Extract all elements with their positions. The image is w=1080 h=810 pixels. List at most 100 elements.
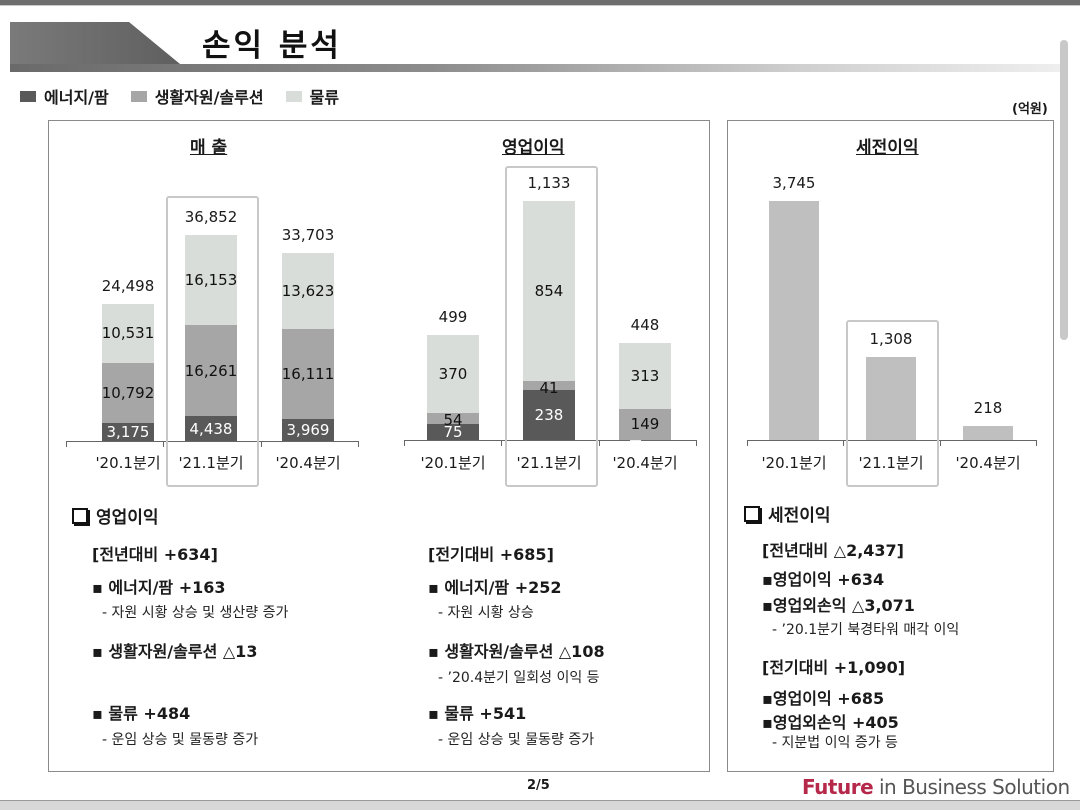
total-label: 448 (630, 315, 660, 334)
category-label: '20.4분기 (612, 454, 678, 472)
op-section-title: 영업이익 (72, 503, 159, 528)
segment-label: 13,623 (281, 281, 335, 300)
brand-highlight: Future (802, 775, 874, 799)
segment-label: 313 (630, 366, 660, 385)
pt-yoy-item2: ▪영업외손익 △3,071 (762, 596, 915, 615)
segment-label: 854 (534, 282, 564, 301)
vertical-scrollbar[interactable] (1060, 40, 1068, 340)
bar-segment (185, 416, 237, 441)
bar-segment (102, 304, 154, 363)
category-label: '20.4분기 (955, 454, 1021, 472)
total-label: 499 (438, 307, 468, 326)
legend-label-logistics: 물류 (309, 88, 340, 107)
x-axis-tick (358, 441, 359, 447)
bar-segment (523, 389, 575, 440)
category-label: '20.1분기 (420, 454, 486, 472)
x-axis-tick (939, 440, 941, 446)
x-axis (747, 440, 1036, 441)
total-label: 33,703 (281, 225, 335, 244)
bar-segment (282, 418, 334, 441)
op-section-title-text: 영업이익 (96, 508, 159, 528)
chart-legend: 에너지/팜 생활자원/솔루션 물류 (20, 84, 361, 108)
qoq-item-energy-text: 에너지/팜 +252 (444, 578, 562, 597)
segment-label: 16,261 (184, 361, 238, 380)
yoy-item-resources-text: 생활자원/솔루션 △13 (108, 642, 258, 661)
bar-segment (619, 342, 671, 409)
yoy-item-energy: ▪ 에너지/팜 +163 (92, 578, 226, 597)
x-axis-tick (696, 440, 697, 446)
chart-title: 세전이익 (856, 138, 919, 158)
qoq-note-logistics-text: 운임 상승 및 물동량 증가 (447, 732, 595, 748)
x-axis-tick (404, 440, 405, 446)
window-top-frame (0, 0, 1080, 5)
highlight-box (166, 196, 259, 487)
bar (866, 356, 916, 440)
bar-segment (619, 408, 671, 440)
qoq-note-logistics: - 운임 상승 및 물동량 증가 (438, 732, 595, 748)
bar-segment (282, 252, 334, 329)
x-axis-tick (260, 441, 262, 447)
x-axis-tick (66, 441, 67, 447)
qoq-note-energy-text: 자원 시황 상승 (447, 605, 534, 621)
title-underline-gradient (10, 64, 1060, 72)
yoy-item-energy-text: 에너지/팜 +163 (108, 578, 226, 597)
operating-panel (48, 120, 710, 772)
segment-label: 75 (443, 423, 463, 442)
x-axis-tick (598, 440, 600, 446)
legend-item-resources: 생활자원/솔루션 (130, 84, 264, 108)
qoq-item-resources: ▪ 생활자원/솔루션 △108 (428, 642, 605, 661)
bar-segment (523, 381, 575, 390)
window-bottom-frame (0, 800, 1080, 810)
total-label: 36,852 (184, 208, 238, 226)
segment-label: 4,438 (189, 419, 233, 438)
pt-yoy-item1-text: 영업이익 +634 (772, 570, 885, 589)
segment-label: 10,792 (101, 384, 155, 403)
page-title: 손익 분석 (202, 28, 342, 64)
highlight-box (846, 320, 939, 487)
window-top-frame-line (0, 5, 1080, 6)
yoy-note-logistics: - 운임 상승 및 물동량 증가 (102, 732, 259, 748)
pt-qoq-item2-text: 영업외손익 +405 (772, 713, 899, 732)
bar-segment (185, 235, 237, 326)
pt-yoy-item2-text: 영업외손익 △3,071 (772, 596, 915, 615)
checkbox-icon (744, 506, 760, 522)
pt-qoq-note-text: 지분법 이익 증가 등 (781, 735, 898, 751)
category-label: '21.1분기 (516, 454, 582, 472)
total-label: 1,133 (527, 174, 571, 192)
category-label: '21.1분기 (178, 454, 244, 472)
segment-label: 238 (534, 405, 564, 424)
pt-section-title: 세전이익 (744, 501, 831, 526)
yoy-note-logistics-text: 운임 상승 및 물동량 증가 (111, 732, 259, 748)
qoq-item-energy: ▪ 에너지/팜 +252 (428, 578, 562, 597)
x-axis-tick (747, 440, 748, 446)
qoq-item-resources-text: 생활자원/솔루션 △108 (444, 642, 605, 661)
category-label: '20.4분기 (275, 454, 341, 472)
qoq-note-resources-text: ’20.4분기 일회성 이익 등 (447, 670, 600, 686)
title-accent-band (10, 22, 180, 64)
value-label: 3,745 (772, 174, 816, 192)
x-axis-tick (163, 441, 165, 447)
value-label: 1,308 (869, 329, 913, 348)
total-label: 24,498 (101, 277, 155, 296)
bar-segment (102, 423, 154, 441)
pt-yoy-item1: ▪영업이익 +634 (762, 570, 885, 589)
bar-segment (523, 201, 575, 382)
pt-qoq-header: [전기대비 +1,090] (762, 658, 906, 677)
legend-item-energy: 에너지/팜 (20, 84, 109, 108)
qoq-item-logistics-text: 물류 +541 (444, 704, 527, 723)
pt-qoq-note: - 지분법 이익 증가 등 (772, 735, 898, 751)
yoy-item-logistics-text: 물류 +484 (108, 704, 191, 723)
pt-qoq-item2: ▪영업외손익 +405 (762, 713, 899, 732)
legend-swatch-resources (130, 90, 147, 102)
category-label: '20.1분기 (95, 454, 161, 472)
category-label: '20.1분기 (761, 454, 827, 472)
x-axis-tick (1036, 440, 1037, 446)
bar-segment (427, 412, 479, 425)
bar-segment (185, 325, 237, 417)
legend-label-resources: 생활자원/솔루션 (154, 88, 264, 107)
x-axis-tick (501, 440, 503, 446)
category-label: '21.1분기 (858, 454, 924, 472)
pt-yoy-header: [전년대비 △2,437] (762, 541, 904, 560)
bar (769, 201, 819, 440)
chart-title: 영업이익 (502, 138, 565, 158)
